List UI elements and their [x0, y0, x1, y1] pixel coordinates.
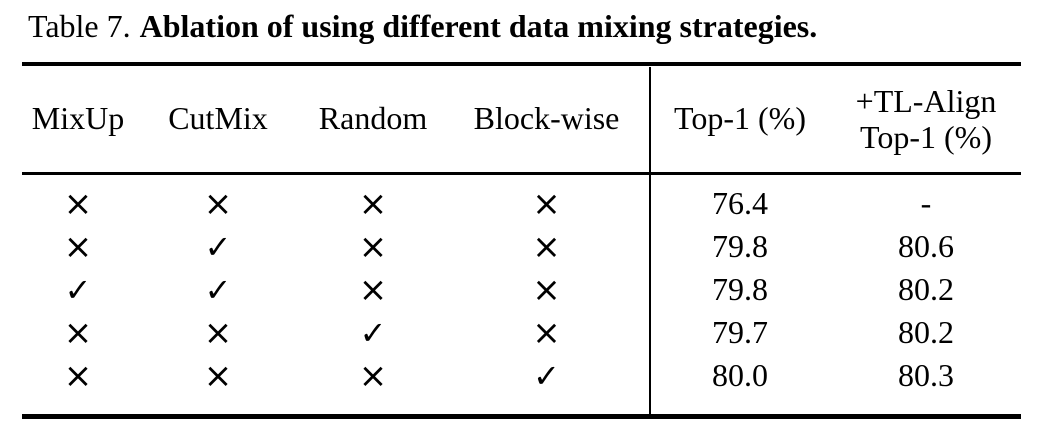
row3-cutmix-check-icon: ✓: [204, 270, 232, 309]
row4-top1-value: 79.7: [712, 313, 768, 350]
row3-top1-value: 79.8: [712, 270, 768, 307]
row4-cutmix-cross-icon: ×: [203, 312, 233, 353]
row5-cutmix-cross-icon: ×: [203, 355, 233, 396]
bottom-rule: [22, 414, 1021, 419]
row4-random-check-icon: ✓: [359, 313, 387, 352]
col-header-blockwise: Block-wise: [473, 100, 620, 137]
col-header-tl-align-line1: +TL-Align: [855, 83, 997, 119]
row3-random-cross-icon: ×: [358, 269, 388, 310]
caption-label: Table 7.: [28, 8, 131, 44]
row4-mixup-cross-icon: ×: [63, 312, 93, 353]
row2-tl-align-top1-value: 80.6: [898, 227, 954, 264]
col-header-top1: Top-1 (%): [674, 100, 806, 137]
table-caption: Table 7. Ablation of using different data…: [28, 6, 817, 46]
row5-random-cross-icon: ×: [358, 355, 388, 396]
col-header-mixup: MixUp: [31, 100, 125, 137]
row5-mixup-cross-icon: ×: [63, 355, 93, 396]
row1-mixup-cross-icon: ×: [63, 183, 93, 224]
col-header-random: Random: [318, 100, 428, 137]
row5-top1-value: 80.0: [712, 356, 768, 393]
row5-tl-align-top1-value: 80.3: [898, 356, 954, 393]
row1-blockwise-cross-icon: ×: [532, 183, 561, 224]
row5-blockwise-check-icon: ✓: [533, 356, 560, 395]
row2-random-cross-icon: ×: [358, 226, 388, 267]
row1-cutmix-cross-icon: ×: [203, 183, 233, 224]
caption-text: Ablation of using different data mixing …: [139, 8, 818, 44]
row4-blockwise-cross-icon: ×: [532, 312, 561, 353]
row1-random-cross-icon: ×: [358, 183, 388, 224]
row3-blockwise-cross-icon: ×: [532, 269, 561, 310]
row3-mixup-check-icon: ✓: [64, 270, 92, 309]
col-header-tl-align-top1: +TL-Align Top-1 (%): [831, 83, 1021, 155]
row2-blockwise-cross-icon: ×: [532, 226, 561, 267]
ablation-table: MixUp CutMix Random Block-wise Top-1 (%)…: [22, 62, 1021, 419]
row1-tl-align-top1-value: -: [920, 184, 932, 221]
row2-mixup-cross-icon: ×: [63, 226, 93, 267]
col-header-tl-align-line2: Top-1 (%): [860, 119, 992, 155]
row3-tl-align-top1-value: 80.2: [898, 270, 954, 307]
column-divider-line: [649, 67, 651, 414]
row4-tl-align-top1-value: 80.2: [898, 313, 954, 350]
mid-rule: [22, 172, 1021, 175]
col-header-cutmix: CutMix: [168, 100, 268, 137]
row2-top1-value: 79.8: [712, 227, 768, 264]
table-header-row: MixUp CutMix Random Block-wise Top-1 (%)…: [22, 66, 1021, 172]
table-body: × × × × 76.4 - × ✓ × × 79.8 80.6 ✓ ✓ × ×…: [22, 182, 1021, 397]
row1-top1-value: 76.4: [712, 184, 768, 221]
row2-cutmix-check-icon: ✓: [204, 227, 232, 266]
top-rule: [22, 62, 1021, 66]
